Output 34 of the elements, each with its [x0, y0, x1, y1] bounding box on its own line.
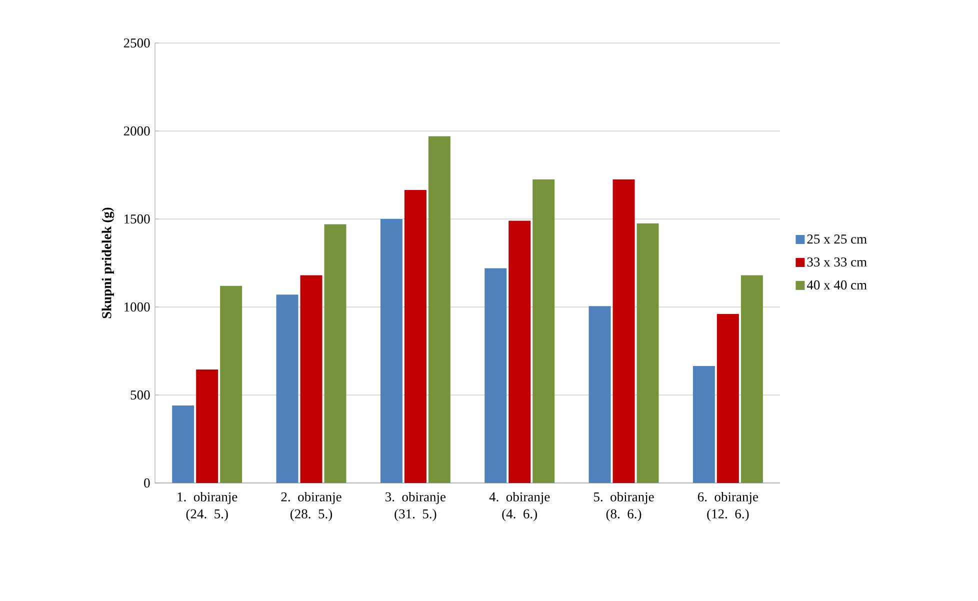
- bar: [612, 179, 635, 483]
- bar: [588, 306, 611, 483]
- bar: [716, 314, 739, 483]
- bar: [220, 286, 242, 483]
- x-tick-label: 5. obiranje (8. 6.): [594, 492, 654, 522]
- bar: [428, 136, 450, 483]
- x-tick-label: 3. obiranje (31. 5.): [386, 492, 446, 522]
- y-tick-label: 2000: [124, 126, 150, 136]
- bar: [740, 275, 763, 483]
- x-tick-label: 2. obiranje (28. 5.): [281, 492, 342, 522]
- bar: [196, 369, 218, 483]
- x-tick-label: 4. obiranje (4. 6.): [489, 492, 550, 522]
- bar: [636, 223, 659, 483]
- bar: [300, 275, 322, 483]
- bar: [172, 406, 194, 483]
- x-tick-label: 1. obiranje (24. 5.): [178, 492, 238, 522]
- y-tick-label: 1000: [124, 302, 150, 312]
- legend-label: 25 x 25 cm: [807, 234, 867, 244]
- bar: [532, 179, 555, 483]
- bar: [484, 268, 507, 483]
- bar: [692, 366, 715, 483]
- bar: [404, 190, 426, 483]
- y-tick-label: 500: [130, 390, 150, 400]
- legend-label: 33 x 33 cm: [807, 257, 867, 267]
- bar: [324, 224, 346, 483]
- bar: [380, 218, 402, 483]
- y-tick-label: 2500: [124, 38, 150, 48]
- y-tick-label: 1500: [124, 214, 150, 224]
- x-tick-label: 6. obiranje (12. 6.): [698, 492, 758, 522]
- legend-label: 40 x 40 cm: [806, 280, 867, 290]
- bar: [508, 220, 531, 483]
- bar: [276, 294, 298, 483]
- y-tick-label: 0: [144, 478, 150, 488]
- y-axis-title: Skupni pridelek (g): [102, 208, 114, 318]
